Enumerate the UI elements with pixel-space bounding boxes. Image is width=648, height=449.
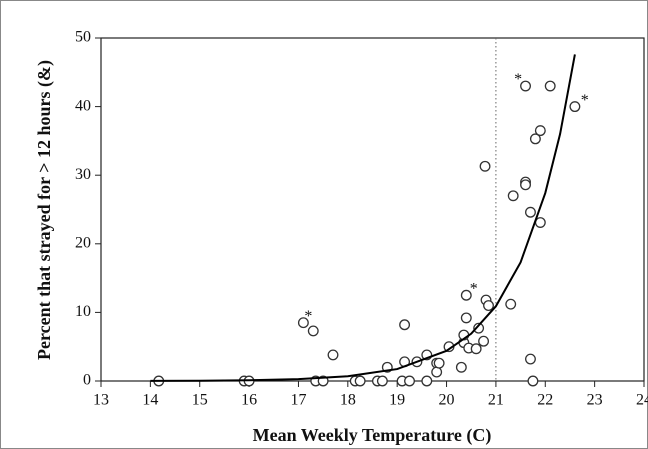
x-axis-label: Mean Weekly Temperature (C) <box>253 425 492 446</box>
y-tick-label: 20 <box>75 234 91 251</box>
x-tick-label: 22 <box>537 392 553 409</box>
x-tick-label: 14 <box>142 392 158 409</box>
point <box>470 343 482 355</box>
annotation: * <box>470 280 478 297</box>
x-tick-label: 23 <box>587 392 603 409</box>
y-tick-label: 10 <box>75 303 91 320</box>
x-tick-label: 18 <box>340 392 356 409</box>
x-tick-label: 19 <box>389 392 405 409</box>
annotation: * <box>581 92 589 109</box>
y-tick-label: 50 <box>75 29 91 46</box>
annotation: * <box>514 71 522 88</box>
point <box>505 298 517 310</box>
point <box>473 322 485 334</box>
point <box>507 190 519 202</box>
y-tick-label: 30 <box>75 166 91 183</box>
x-tick-label: 24 <box>636 392 648 409</box>
x-tick-label: 20 <box>439 392 455 409</box>
point <box>520 80 531 92</box>
point <box>460 289 472 301</box>
point <box>534 125 546 137</box>
y-tick-label: 0 <box>83 372 91 389</box>
point <box>433 357 445 369</box>
x-tick-label: 17 <box>290 392 306 409</box>
point <box>527 375 539 387</box>
point <box>483 300 494 311</box>
point <box>327 349 339 361</box>
point <box>525 353 536 365</box>
point <box>478 335 490 347</box>
point <box>520 179 531 191</box>
point <box>399 319 411 331</box>
point <box>460 312 472 324</box>
point <box>569 101 581 113</box>
x-tick-label: 21 <box>488 392 504 409</box>
annotation: * <box>304 308 312 325</box>
point <box>544 80 556 92</box>
point <box>354 375 366 387</box>
point <box>529 133 541 145</box>
x-tick-label: 15 <box>192 392 208 409</box>
x-tick-label: 16 <box>241 392 257 409</box>
point <box>421 375 433 387</box>
point <box>431 366 443 378</box>
y-tick-label: 40 <box>75 97 91 114</box>
point <box>479 160 491 172</box>
x-tick-label: 13 <box>93 392 109 409</box>
point <box>404 375 415 387</box>
fit-curve <box>150 54 576 382</box>
point <box>455 361 467 373</box>
point <box>297 317 309 329</box>
y-axis-label: Percent that strayed for > 12 hours (&) <box>34 60 55 360</box>
point <box>307 325 319 337</box>
point <box>376 375 388 387</box>
point <box>525 206 536 218</box>
plot-area <box>100 37 645 382</box>
